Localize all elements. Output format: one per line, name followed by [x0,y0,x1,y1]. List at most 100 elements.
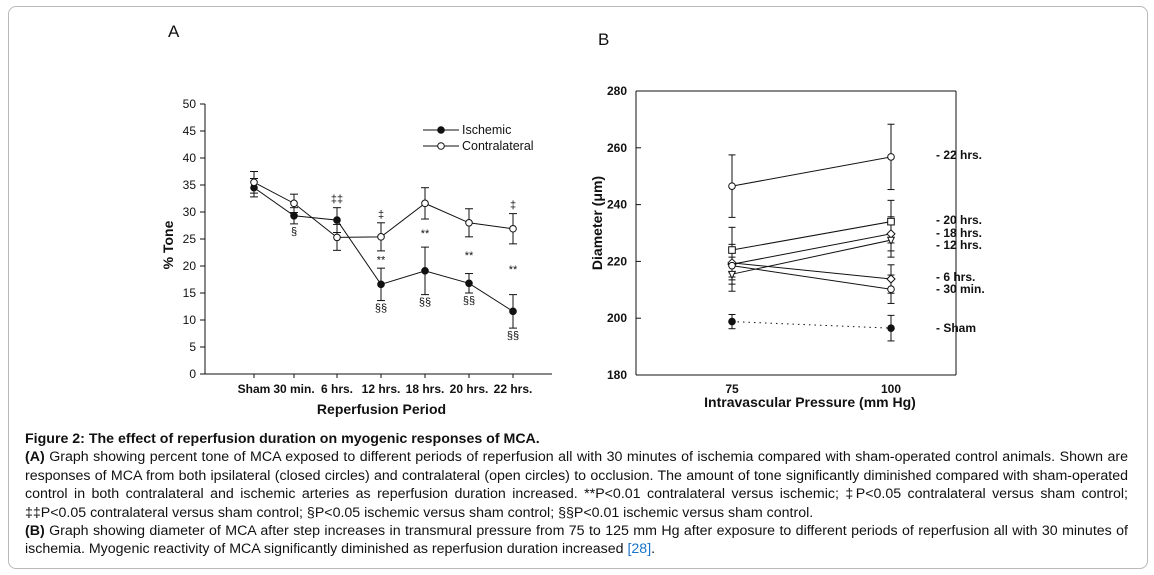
y-tick-label: 220 [607,254,627,268]
caption-a-text: Graph showing percent tone of MCA expose… [25,449,1128,521]
data-point [886,229,896,239]
series-line [731,156,892,187]
y-tick-label: 240 [607,198,627,212]
data-point [886,274,896,284]
y-tick-label: 0 [189,367,196,381]
x-tick-label: 18 hrs. [406,382,445,396]
data-point [887,153,895,161]
data-point [290,199,298,208]
x-tick-label: 100 [881,382,901,396]
x-tick-label: Sham [238,382,271,396]
significance-marker: ‡ [510,200,516,212]
figure-frame [8,6,1148,569]
y-tick-label: 280 [607,84,627,98]
significance-marker: ** [465,250,474,262]
significance-marker: ** [377,255,386,267]
series-label: - 6 hrs. [936,270,975,284]
data-point [333,233,341,242]
data-point [727,270,737,280]
series-line [731,321,892,329]
legend-label: Ischemic [462,123,511,137]
series-label: - 30 min. [936,282,985,296]
reference-link[interactable]: [28] [627,541,652,558]
series-label: - 12 hrs. [936,238,982,252]
significance-marker: §§ [463,295,475,307]
series-line [731,221,892,251]
legend-marker [437,126,445,134]
significance-marker: § [291,226,297,238]
data-point [728,182,736,190]
series-label: - 18 hrs. [936,226,982,240]
y-tick-label: 200 [607,311,627,325]
data-point [333,216,341,224]
y-tick-label: 5 [189,340,196,354]
caption-paragraph-b: (B) Graph showing diameter of MCA after … [25,522,1128,559]
series-line [731,262,892,280]
y-tick-label: 50 [183,97,197,111]
data-point [509,224,517,233]
x-axis-title: Intravascular Pressure (mm Hg) [704,394,916,410]
data-point [377,233,385,241]
significance-marker: §§ [507,330,519,342]
series-line [731,233,892,265]
data-point [465,219,473,227]
y-tick-label: 180 [607,368,627,382]
significance-marker: §§ [375,303,387,315]
x-tick-label: 12 hrs. [362,382,401,396]
caption-b-text: Graph showing diameter of MCA after step… [25,523,1128,558]
x-tick-label: 30 min. [273,382,314,396]
data-point [728,246,736,254]
caption-b-label: (B) [25,523,45,540]
panel-b-letter: B [598,30,609,49]
data-point [886,236,896,246]
x-tick-label: 22 hrs. [494,382,533,396]
y-tick-label: 15 [183,286,197,300]
y-tick-label: 45 [183,124,197,138]
data-point [887,285,895,294]
significance-marker: ‡ [378,209,384,221]
data-point [421,267,429,275]
y-tick-label: 35 [183,178,197,192]
caption-b-end: . [651,541,656,558]
data-point [887,324,895,332]
y-tick-label: 260 [607,141,627,155]
series-label: - 22 hrs. [936,148,982,162]
chart-a: A 0 5 10 15 20 25 30 35 40 45 50 Sham 30 min. 6 hrs. 1… [160,22,552,417]
data-point [250,178,258,187]
legend-marker [437,142,445,150]
y-tick-label: 20 [183,259,197,273]
significance-marker: ** [421,228,430,240]
significance-marker: ‡‡ [331,194,343,206]
y-tick-label: 10 [183,313,197,327]
caption-a-label: (A) [25,449,45,466]
figure-caption: Figure 2: The effect of reperfusion dura… [25,430,1128,559]
y-axis-title: % Tone [160,220,176,269]
y-tick-label: 40 [183,151,197,165]
series-line [731,239,892,275]
y-tick-label: 25 [183,232,197,246]
series-line [731,265,892,290]
legend-label: Contralateral [462,139,534,153]
data-point [728,317,736,326]
data-point [377,280,385,289]
x-tick-label: 6 hrs. [321,382,353,396]
data-point [421,199,429,208]
significance-marker: ** [509,264,518,276]
data-point [887,217,895,226]
data-point [509,307,517,316]
x-tick-label: 20 hrs. [450,382,489,396]
significance-marker: §§ [419,297,431,309]
x-axis-title: Reperfusion Period [317,401,446,417]
panel-a-letter: A [168,22,180,41]
x-tick-label: 75 [725,382,739,396]
chart-a-plot: 0 5 10 15 20 25 30 35 40 45 50 Sham 30 min. 6 hrs. 12 … [160,97,552,417]
y-axis-title: Diameter (μm) [589,176,605,270]
series-label: - 20 hrs. [936,213,982,227]
data-point [465,279,473,288]
data-point [290,211,298,220]
caption-title: Figure 2: The effect of reperfusion dura… [25,431,540,447]
series-label: - Sham [936,321,976,335]
y-tick-label: 30 [183,205,197,219]
